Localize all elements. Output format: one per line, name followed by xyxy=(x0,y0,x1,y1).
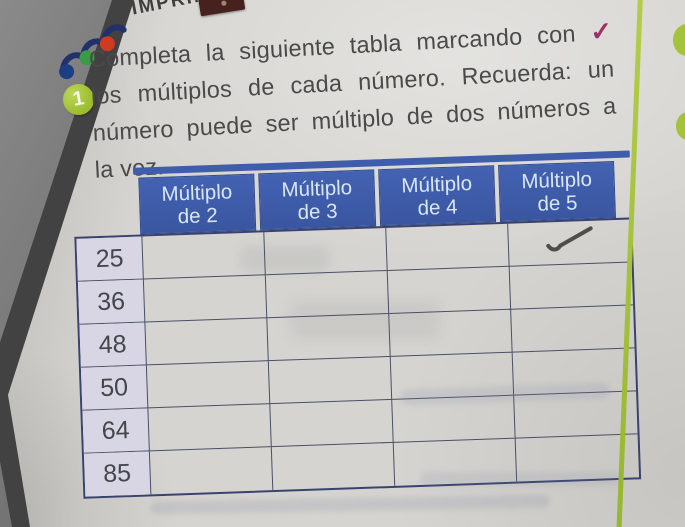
publisher-logo-icon xyxy=(44,13,143,92)
cell-50-de4 xyxy=(390,352,515,400)
row-label-48: 48 xyxy=(79,322,147,368)
header-multiple-of-2: Múltiplo de 2 xyxy=(138,173,257,235)
row-label-64: 64 xyxy=(82,408,150,454)
header-number: de 4 xyxy=(417,195,458,220)
cell-50-de2 xyxy=(146,361,271,409)
row-label-25: 25 xyxy=(76,236,144,282)
cell-36-de3 xyxy=(265,270,390,319)
pencil-checkmark xyxy=(546,226,593,252)
cell-64-de4 xyxy=(392,395,516,443)
header-word: Múltiplo xyxy=(401,171,473,197)
cell-50-de3 xyxy=(268,356,393,405)
cell-25-de3 xyxy=(264,227,388,276)
cell-64-de3 xyxy=(270,399,394,448)
header-number: de 5 xyxy=(537,190,578,216)
header-word: Múltiplo xyxy=(161,179,233,206)
header-multiple-of-4: Múltiplo de 4 xyxy=(378,165,497,227)
row-label-50: 50 xyxy=(80,365,149,411)
cropped-green-bullet-icon xyxy=(673,24,685,56)
multiples-table: Múltiplo de 2 Múltiplo de 3 Múltiplo de … xyxy=(70,150,642,499)
magenta-check-symbol: ✓ xyxy=(589,15,614,47)
cell-25-de2 xyxy=(142,232,266,280)
cell-36-de4 xyxy=(387,266,512,314)
cell-85-de4 xyxy=(393,438,518,486)
cell-48-de4 xyxy=(389,309,513,357)
header-number: de 2 xyxy=(177,203,219,228)
cell-64-de2 xyxy=(148,404,272,452)
cell-25-de5 xyxy=(508,219,632,267)
cropped-green-bullet-icon xyxy=(676,112,685,140)
table-body-grid: 25 36 48 50 xyxy=(74,217,642,499)
cell-48-de3 xyxy=(267,313,391,362)
row-label-36: 36 xyxy=(77,279,146,325)
cell-85-de3 xyxy=(271,442,396,491)
cell-64-de5 xyxy=(514,391,638,439)
header-word: Múltiplo xyxy=(281,175,353,202)
cell-48-de5 xyxy=(511,305,635,353)
header-multiple-of-3: Múltiplo de 3 xyxy=(258,169,377,231)
header-number: de 3 xyxy=(297,199,338,224)
row-label-85: 85 xyxy=(83,451,152,497)
cell-36-de5 xyxy=(509,262,634,310)
cell-36-de2 xyxy=(143,275,268,323)
cell-50-de5 xyxy=(512,348,637,396)
header-word: Múltiplo xyxy=(520,167,593,193)
header-multiple-of-5: Múltiplo de 5 xyxy=(498,161,617,223)
cell-85-de2 xyxy=(149,447,274,495)
cell-48-de2 xyxy=(145,318,269,366)
cell-25-de4 xyxy=(386,223,510,271)
